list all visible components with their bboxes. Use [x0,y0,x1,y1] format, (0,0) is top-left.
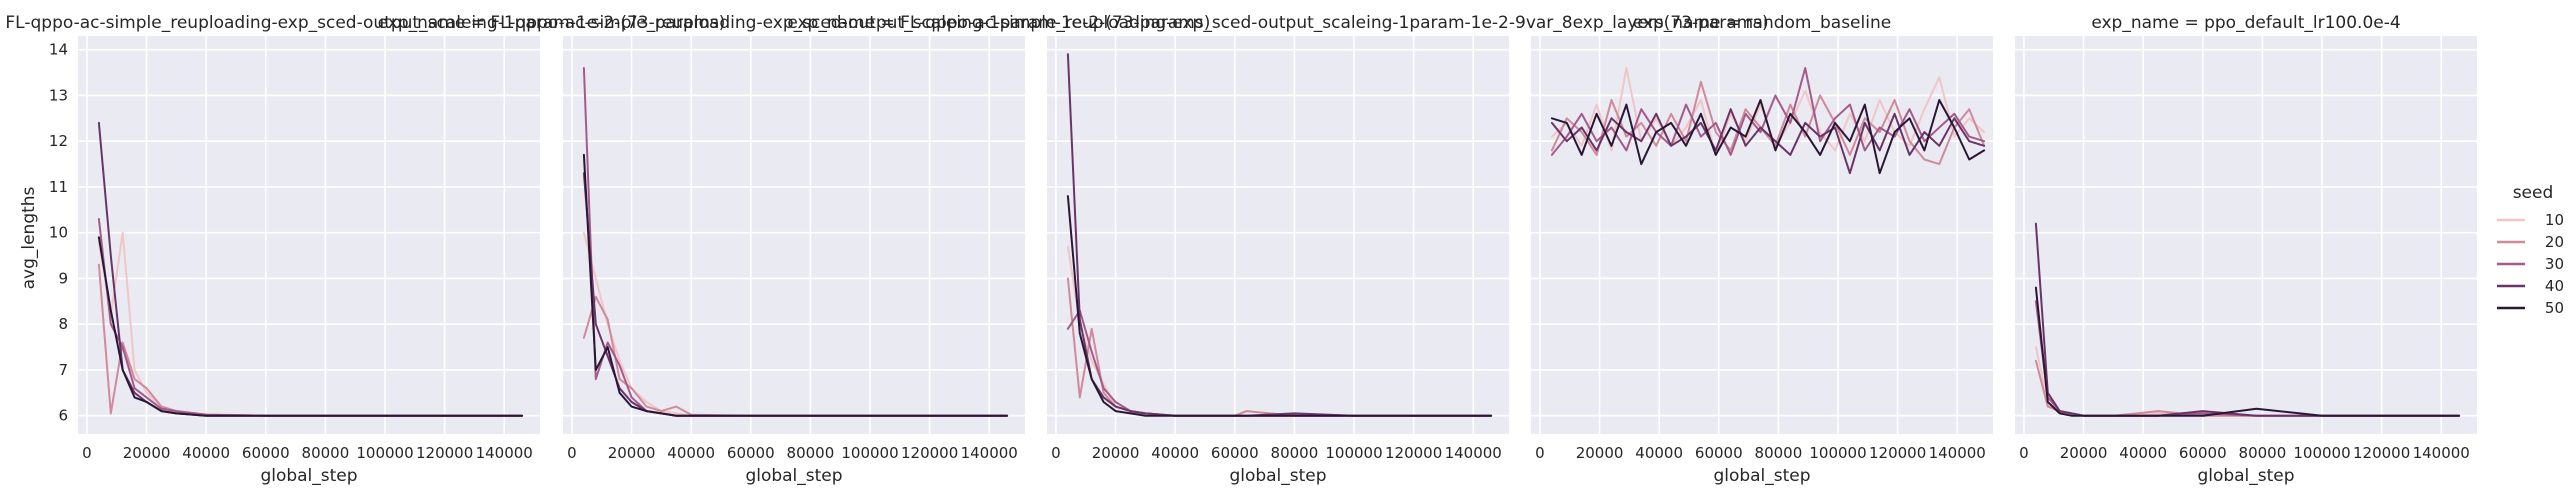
x-tick-label: 100000 [1809,444,1866,462]
x-tick-label: 140000 [961,444,1018,462]
legend-item-seed-50: 50 [2497,299,2564,317]
x-tick-label: 80000 [1271,444,1319,462]
panel-title: exp_name = FL-qppo-ac-simple_reuploading… [378,13,1211,33]
x-tick-label: 140000 [1445,444,1502,462]
panel-2: 0 20000 40000 60000 80000 100000 120000 140000g… [378,13,1211,486]
x-tick-label: 20000 [2060,444,2108,462]
panel-5: 0 20000 40000 60000 80000 100000 120000 140000 g… [2015,13,2477,486]
x-tick-label: 140000 [2413,444,2470,462]
series-line-seed-50 [97,236,524,417]
legend-item-seed-10: 10 [2497,211,2564,229]
x-tick-label: 20000 [1092,444,1140,462]
x-tick-label: 120000 [901,444,958,462]
x-tick-label: 120000 [1869,444,1926,462]
x-tick-label: 0 [1535,444,1545,462]
x-tick-label: 120000 [416,444,473,462]
legend-label: 10 [2545,211,2564,229]
x-axis-label: global_step [260,466,357,486]
legend-item-seed-40: 40 [2497,277,2564,295]
x-tick-label: 100000 [356,444,413,462]
x-tick-label: 80000 [1755,444,1803,462]
y-tick-label: 11 [49,178,68,196]
panel-background [563,36,1025,434]
x-axis-label: global_step [1713,466,1810,486]
x-tick-label: 80000 [2239,444,2287,462]
series-line-seed-50 [2034,286,2461,417]
x-tick-label: 140000 [1929,444,1986,462]
y-tick-label: 10 [49,224,68,242]
x-tick-label: 100000 [2293,444,2350,462]
legend-title: seed [2513,183,2554,203]
legend-item-seed-20: 20 [2497,233,2564,251]
chart-panels: 0 20000 40000 60000 80000 100000 120000 1400006… [0,13,2477,486]
y-tick-label: 9 [58,269,68,287]
x-axis-label: global_step [1229,466,1326,486]
series-line-seed-30 [1550,67,1986,156]
series-line-seed-50 [1066,195,1493,417]
panel-title: exp_name = FL-qppo-ac-simple_reuploading… [0,13,725,33]
panel-background [2015,36,2477,434]
x-tick-label: 100000 [841,444,898,462]
x-tick-label: 60000 [727,444,775,462]
x-tick-label: 20000 [608,444,656,462]
series-line-seed-50 [582,153,1009,417]
y-tick-label: 14 [49,41,68,59]
y-tick-label: 6 [58,407,68,425]
y-tick-label: 8 [58,315,68,333]
x-tick-label: 40000 [667,444,715,462]
y-tick-label: 12 [49,132,68,150]
legend-label: 50 [2545,299,2564,317]
panel-title: exp_name = random_baseline [1633,13,1891,33]
legend-label: 30 [2545,255,2564,273]
series-line-seed-50 [1550,99,1986,175]
x-tick-label: 40000 [1635,444,1683,462]
y-axis-label: avg_lengths [19,186,39,289]
panel-background [78,36,540,434]
x-tick-label: 80000 [787,444,835,462]
x-tick-label: 60000 [1211,444,1259,462]
x-tick-label: 100000 [1325,444,1382,462]
x-tick-label: 0 [2019,444,2029,462]
panel-title: exp_name = ppo_default_lr100.0e-4 [2091,13,2400,33]
panel-4: 0 20000 40000 60000 80000 100000 120000 140000 g… [1531,13,1993,486]
x-axis-label: global_step [2197,466,2294,486]
panel-background [1047,36,1509,434]
x-tick-label: 60000 [2179,444,2227,462]
x-tick-label: 120000 [2353,444,2410,462]
x-tick-label: 40000 [1151,444,1199,462]
x-tick-label: 140000 [476,444,533,462]
x-tick-label: 120000 [1385,444,1442,462]
panel-1: 0 20000 40000 60000 80000 100000 120000 140000 6… [0,13,725,486]
x-tick-label: 40000 [182,444,230,462]
legend-label: 40 [2545,277,2564,295]
panel-3: 0 20000 40000 60000 80000 100000 120000 140000g… [787,13,1768,486]
y-tick-label: 7 [58,361,68,379]
x-tick-label: 0 [82,444,92,462]
legend-label: 20 [2545,233,2564,251]
x-tick-label: 0 [1051,444,1061,462]
legend-items: 10 20 30 40 50 [2497,211,2564,317]
x-axis-label: global_step [745,466,842,486]
y-tick-label: 13 [49,86,68,104]
series-line-seed-40 [1550,108,1986,175]
x-tick-label: 80000 [302,444,350,462]
x-tick-label: 60000 [242,444,290,462]
x-tick-label: 20000 [1576,444,1624,462]
x-tick-label: 40000 [2119,444,2167,462]
x-tick-label: 20000 [123,444,171,462]
legend: seed 10 20 30 40 50 [2497,183,2564,317]
legend-item-seed-30: 30 [2497,255,2564,273]
x-tick-label: 60000 [1695,444,1743,462]
x-tick-label: 0 [567,444,577,462]
panel-title: exp_name = FL-qppo-ac-simple_reuploading… [787,13,1768,33]
